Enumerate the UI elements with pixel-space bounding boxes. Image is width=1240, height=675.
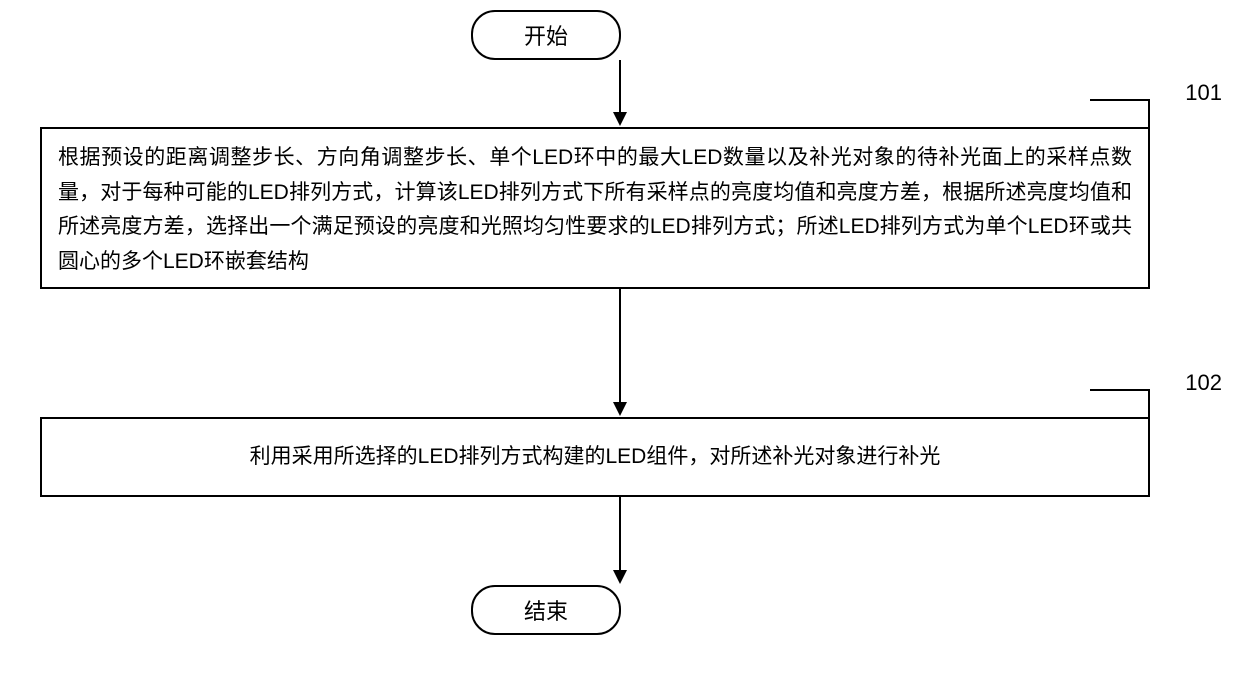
process-102-text: 利用采用所选择的LED排列方式构建的LED组件，对所述补光对象进行补光 (250, 440, 941, 475)
label-102-connector-v (1148, 389, 1150, 417)
arrow-2-line (619, 289, 621, 402)
arrow-3-head (613, 570, 627, 584)
end-label: 结束 (524, 594, 568, 626)
start-node: 开始 (471, 10, 621, 60)
flowchart-container: 开始 101 根据预设的距离调整步长、方向角调整步长、单个LED环中的最大LED… (0, 0, 1240, 675)
arrow-1-line (619, 60, 621, 112)
label-102-connector-h (1090, 389, 1150, 391)
label-101-connector-v (1148, 99, 1150, 127)
label-101-connector-h (1090, 99, 1150, 101)
end-node: 结束 (471, 585, 621, 635)
arrow-3-line (619, 497, 621, 570)
process-101-text: 根据预设的距离调整步长、方向角调整步长、单个LED环中的最大LED数量以及补光对… (58, 146, 1132, 273)
arrow-1-head (613, 112, 627, 126)
step-label-101: 101 (1185, 80, 1222, 106)
arrow-2-head (613, 402, 627, 416)
process-102: 利用采用所选择的LED排列方式构建的LED组件，对所述补光对象进行补光 (40, 417, 1150, 497)
process-101: 根据预设的距离调整步长、方向角调整步长、单个LED环中的最大LED数量以及补光对… (40, 127, 1150, 289)
step-label-102: 102 (1185, 370, 1222, 396)
start-label: 开始 (524, 19, 568, 51)
